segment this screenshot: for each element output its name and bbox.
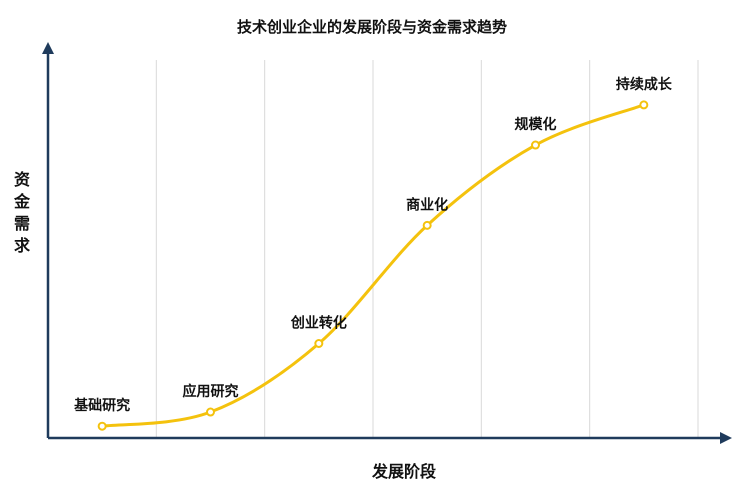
data-point — [531, 140, 540, 150]
data-label: 持续成长 — [616, 76, 673, 93]
data-label: 基础研究 — [74, 397, 130, 414]
data-label: 商业化 — [406, 196, 448, 213]
data-labels: 基础研究 应用研究 创业转化 商业化 规模化 持续成长 — [74, 76, 673, 414]
data-point — [422, 220, 432, 230]
data-label: 规模化 — [515, 116, 557, 133]
data-label: 创业转化 — [290, 315, 347, 332]
data-points — [97, 100, 649, 431]
data-point — [639, 100, 649, 110]
y-axis-label: 资金需求 — [13, 170, 31, 255]
data-point — [206, 407, 215, 417]
data-point — [97, 421, 107, 431]
x-axis-label: 发展阶段 — [371, 462, 437, 481]
data-point — [314, 339, 324, 348]
x-axis — [48, 432, 732, 444]
grid — [155, 60, 699, 438]
data-label: 应用研究 — [183, 383, 239, 400]
y-axis — [42, 42, 54, 438]
chart-title: 技术创业企业的发展阶段与资金需求趋势 — [237, 18, 507, 36]
series-line — [100, 103, 646, 428]
y-axis-arrow-icon — [42, 42, 54, 54]
x-axis-arrow-icon — [720, 432, 732, 444]
